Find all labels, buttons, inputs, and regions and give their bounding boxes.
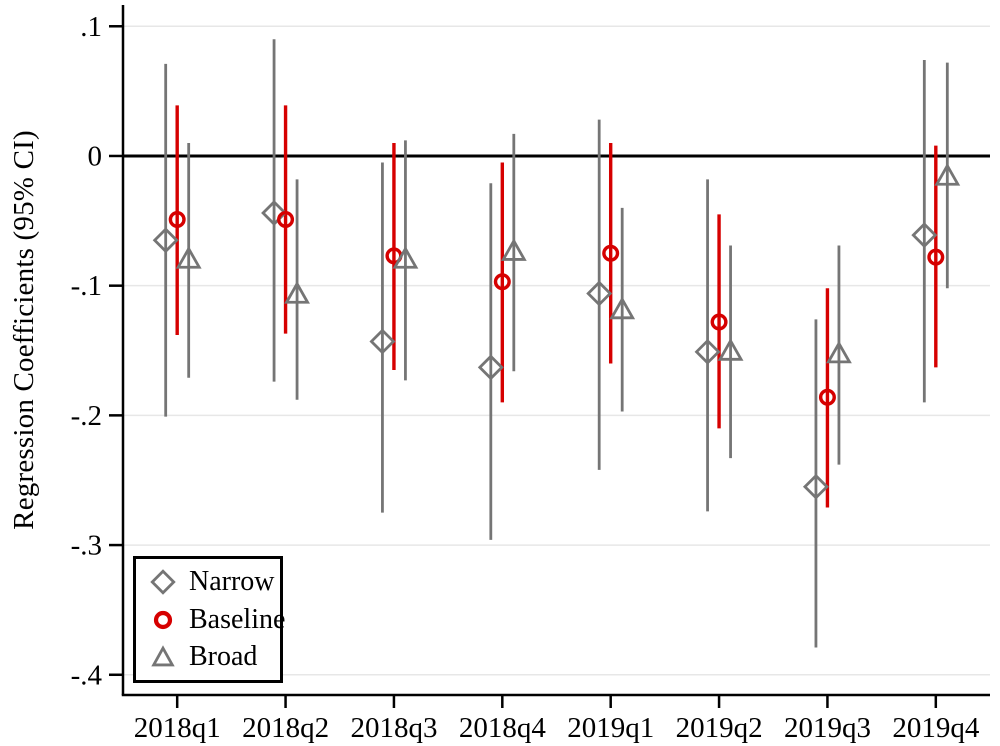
y-tick-label: -.2	[71, 400, 102, 432]
marker-triangle	[175, 245, 202, 269]
legend: Narrow Baseline Broad	[133, 556, 285, 683]
marker-circle	[277, 211, 295, 229]
marker-circle	[493, 273, 511, 291]
marker-diamond	[802, 473, 829, 500]
marker-triangle	[717, 337, 744, 361]
x-tick-label: 2019q4	[892, 712, 980, 744]
x-tick-label: 2019q3	[784, 712, 871, 744]
marker-diamond	[911, 222, 938, 249]
marker-diamond	[152, 227, 179, 254]
y-tick-label: .1	[80, 11, 102, 43]
x-tick-label: 2018q1	[134, 712, 221, 744]
x-tick-label: 2018q3	[350, 712, 437, 744]
marker-triangle	[934, 162, 961, 186]
marker-triangle	[284, 280, 310, 304]
y-axis-title-text: Regression Coefficients (95% CI)	[8, 130, 40, 530]
marker-triangle	[392, 245, 419, 269]
y-tick-label: -.4	[71, 659, 103, 691]
legend-item-narrow: Narrow	[149, 566, 280, 598]
marker-circle	[818, 388, 836, 406]
marker-diamond	[694, 338, 721, 365]
diamond-icon	[150, 569, 176, 595]
legend-label-baseline: Baseline	[189, 603, 286, 635]
marker-circle	[168, 211, 186, 229]
marker-circle	[710, 313, 728, 331]
marker-triangle	[500, 238, 527, 261]
y-tick-label: 0	[88, 140, 103, 172]
x-tick-label: 2018q4	[459, 712, 547, 744]
legend-item-baseline: Baseline	[149, 604, 285, 636]
marker-diamond	[586, 280, 613, 307]
legend-label-broad: Broad	[189, 640, 258, 672]
y-tick-label: -.3	[71, 530, 102, 562]
circle-icon	[153, 610, 173, 629]
triangle-icon	[151, 645, 175, 667]
marker-diamond	[477, 354, 504, 381]
marker-diamond	[369, 328, 396, 355]
x-tick-label: 2019q2	[676, 712, 763, 744]
marker-triangle	[609, 296, 636, 320]
legend-label-narrow: Narrow	[189, 566, 275, 598]
y-tick-label: -.1	[71, 270, 102, 302]
marker-circle	[602, 244, 620, 262]
marker-circle	[927, 248, 945, 266]
marker-triangle	[826, 340, 852, 364]
x-tick-label: 2019q1	[567, 712, 654, 744]
legend-item-broad: Broad	[149, 641, 280, 673]
x-tick-label: 2018q2	[242, 712, 329, 744]
